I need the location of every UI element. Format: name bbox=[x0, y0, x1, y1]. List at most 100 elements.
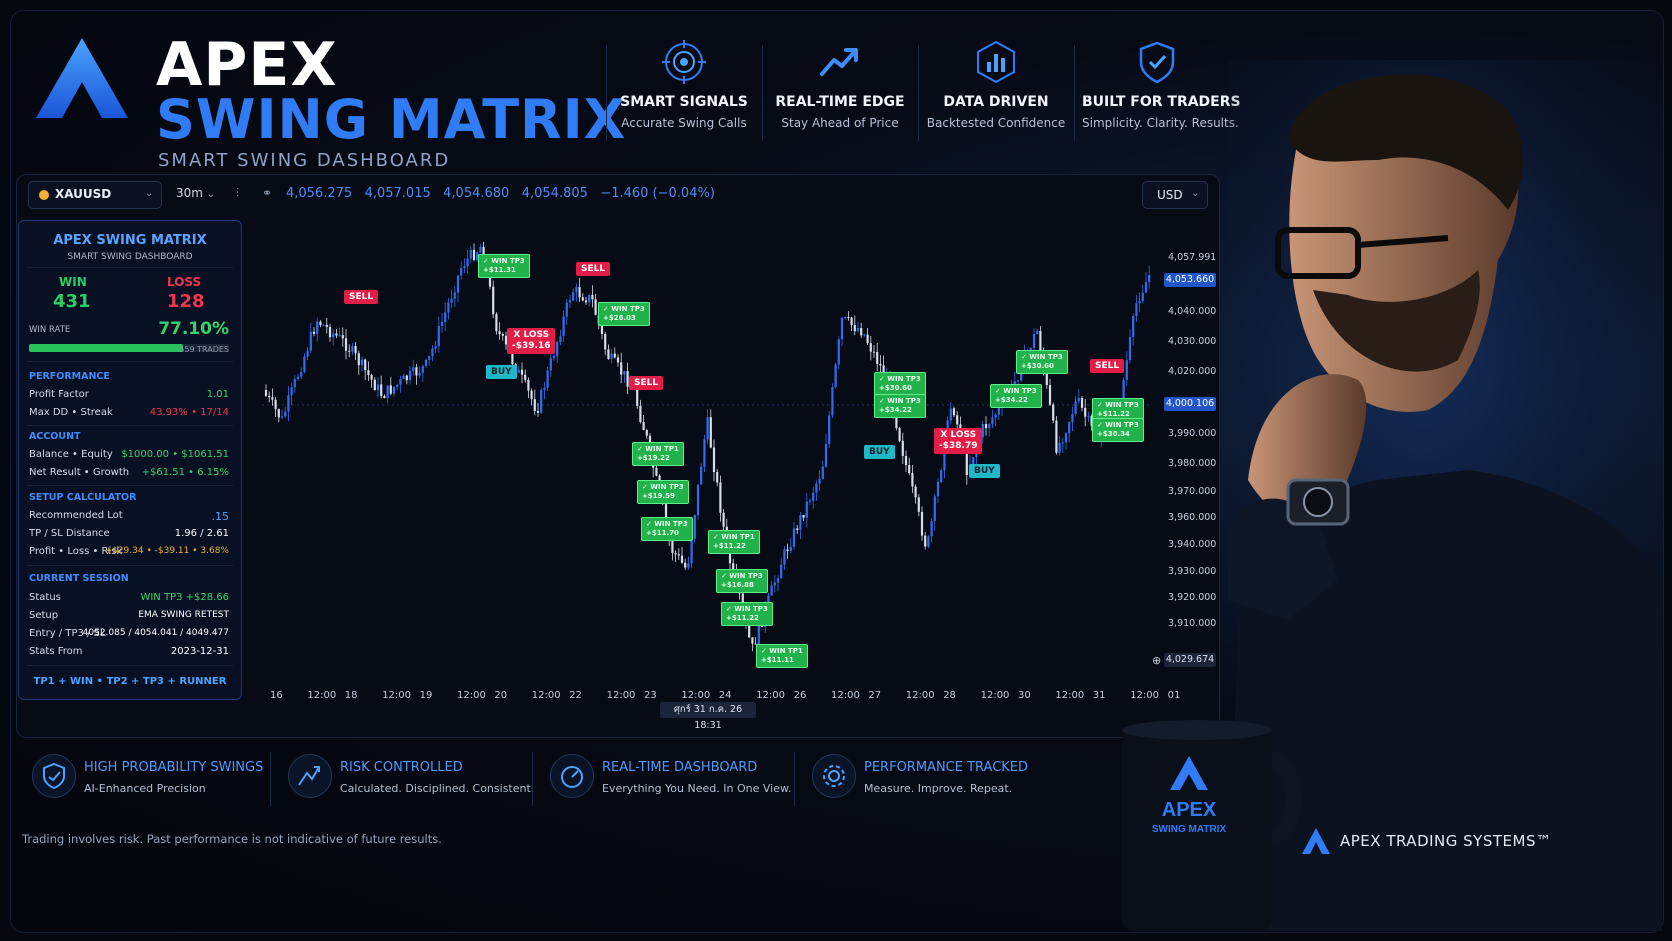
candle-body bbox=[325, 324, 328, 327]
candle-body bbox=[1016, 380, 1020, 382]
candle-body bbox=[981, 424, 984, 438]
symbol-selector[interactable]: XAUUSD ⌄ bbox=[28, 181, 162, 209]
bottom-feature-sub: Measure. Improve. Repeat. bbox=[864, 782, 1013, 795]
compare-icon[interactable]: ⚭ bbox=[262, 186, 273, 200]
candle-body bbox=[584, 300, 588, 303]
win-signal-label: ✓ WIN TP3 +$30.60 bbox=[1016, 350, 1068, 374]
candle-body bbox=[565, 302, 568, 317]
candle-body bbox=[808, 500, 812, 502]
candle-body bbox=[757, 622, 760, 645]
y-axis-label: 3,930.000 bbox=[1168, 566, 1217, 577]
candle-body bbox=[437, 325, 440, 347]
y-axis-label: 3,910.000 bbox=[1168, 618, 1217, 629]
candle-body bbox=[616, 357, 620, 363]
candle-body bbox=[812, 492, 815, 501]
candle-body bbox=[722, 512, 725, 527]
candle-body bbox=[671, 537, 674, 553]
candle-body bbox=[776, 578, 780, 583]
row-value: 1.01 bbox=[206, 389, 229, 400]
indicator-icon[interactable]: ⫶ bbox=[236, 186, 240, 200]
candle-body bbox=[431, 348, 434, 356]
candle-body bbox=[1125, 360, 1128, 380]
feature-sub: Backtested Confidence bbox=[926, 116, 1066, 130]
candle-body bbox=[456, 275, 460, 293]
candle-body bbox=[677, 554, 680, 556]
candle-body bbox=[802, 515, 805, 518]
candle-body bbox=[783, 549, 786, 565]
candle-body bbox=[296, 376, 300, 380]
profit-factor-row: Profit Factor 1.01 bbox=[29, 389, 229, 400]
candle-body bbox=[312, 331, 316, 334]
candle-body bbox=[1128, 336, 1132, 361]
candle-body bbox=[1144, 282, 1148, 293]
candle-body bbox=[834, 364, 837, 388]
candle-body bbox=[1141, 292, 1144, 301]
candle-body bbox=[1020, 373, 1023, 381]
candle-body bbox=[578, 287, 581, 298]
row-label: TP / SL Distance bbox=[29, 528, 110, 539]
candle-body bbox=[1132, 316, 1135, 337]
candle-body bbox=[575, 287, 578, 293]
candle-body bbox=[604, 333, 607, 350]
x-axis-label: 24 bbox=[718, 690, 732, 701]
loss-signal-label: X LOSS -$38.79 bbox=[934, 428, 983, 454]
candle-body bbox=[568, 300, 572, 303]
row-label: Net Result • Growth bbox=[29, 467, 130, 478]
candle-body bbox=[559, 336, 562, 342]
timeframe-selector[interactable]: 30m ⌄ bbox=[176, 186, 215, 200]
candle-body bbox=[943, 452, 946, 471]
candle-body bbox=[556, 341, 559, 356]
candle-body bbox=[895, 411, 898, 429]
candle-body bbox=[642, 422, 645, 431]
candle-body bbox=[440, 322, 444, 326]
add-alert-icon[interactable]: ⊕ bbox=[1152, 654, 1162, 667]
candle-body bbox=[623, 371, 626, 375]
candle-body bbox=[690, 538, 693, 564]
feature-sub: Stay Ahead of Price bbox=[781, 116, 899, 130]
candle-body bbox=[1080, 398, 1084, 408]
y-axis-label: 3,920.000 bbox=[1168, 592, 1217, 603]
candle-body bbox=[680, 555, 684, 563]
price-chart[interactable] bbox=[262, 222, 1152, 678]
candle-body bbox=[840, 317, 844, 340]
candle-body bbox=[300, 371, 303, 377]
separator bbox=[762, 45, 763, 141]
sell-signal-label: SELL bbox=[576, 262, 611, 276]
x-axis-label: 26 bbox=[793, 690, 807, 701]
candle-body bbox=[399, 378, 402, 385]
bottom-feature-title: PERFORMANCE TRACKED bbox=[864, 760, 1029, 775]
feature-title: SMART SIGNALS bbox=[620, 94, 748, 110]
candle-body bbox=[309, 331, 312, 351]
candle-body bbox=[837, 339, 840, 365]
row-value: +$29.34 • -$39.11 • 3.68% bbox=[104, 546, 229, 556]
candle-body bbox=[543, 387, 546, 390]
bottom-feature-title: REAL-TIME DASHBOARD bbox=[602, 760, 758, 775]
win-signal-label: ✓ WIN TP3 +$19.59 bbox=[637, 480, 689, 504]
y-axis-label: 4,057.991 bbox=[1168, 252, 1217, 263]
candle-body bbox=[991, 417, 994, 425]
y-axis-label: 3,990.000 bbox=[1168, 428, 1217, 439]
candle-body bbox=[370, 374, 373, 380]
win-signal-label: ✓ WIN TP1 +$11.11 bbox=[756, 644, 808, 668]
candle-body bbox=[271, 397, 274, 400]
currency-selector[interactable]: USD ⌄ bbox=[1142, 181, 1208, 209]
candle-body bbox=[1077, 398, 1080, 402]
candle-body bbox=[853, 324, 856, 332]
candle-body bbox=[904, 455, 908, 466]
brand-tagline: SMART SWING DASHBOARD bbox=[158, 150, 451, 171]
row-value: +$61.51 • 6.15% bbox=[141, 467, 229, 478]
candle-body bbox=[620, 362, 623, 375]
bottom-feature-title: HIGH PROBABILITY SWINGS bbox=[84, 760, 264, 775]
candle-body bbox=[988, 424, 991, 429]
trader-portrait bbox=[1228, 60, 1662, 931]
candle-body bbox=[495, 314, 498, 332]
gear-icon bbox=[812, 754, 856, 798]
candle-body bbox=[786, 549, 789, 552]
separator bbox=[532, 752, 533, 806]
x-axis-label: 12:00 bbox=[1055, 690, 1085, 701]
ohlc-readout: 4,056.275 4,057.015 4,054.680 4,054.805 … bbox=[286, 186, 715, 201]
candle-body bbox=[453, 292, 456, 299]
y-axis-label: 4,020.000 bbox=[1168, 366, 1217, 377]
candle-body bbox=[293, 379, 296, 388]
current-price-tag: 4,053.660 bbox=[1164, 273, 1216, 287]
